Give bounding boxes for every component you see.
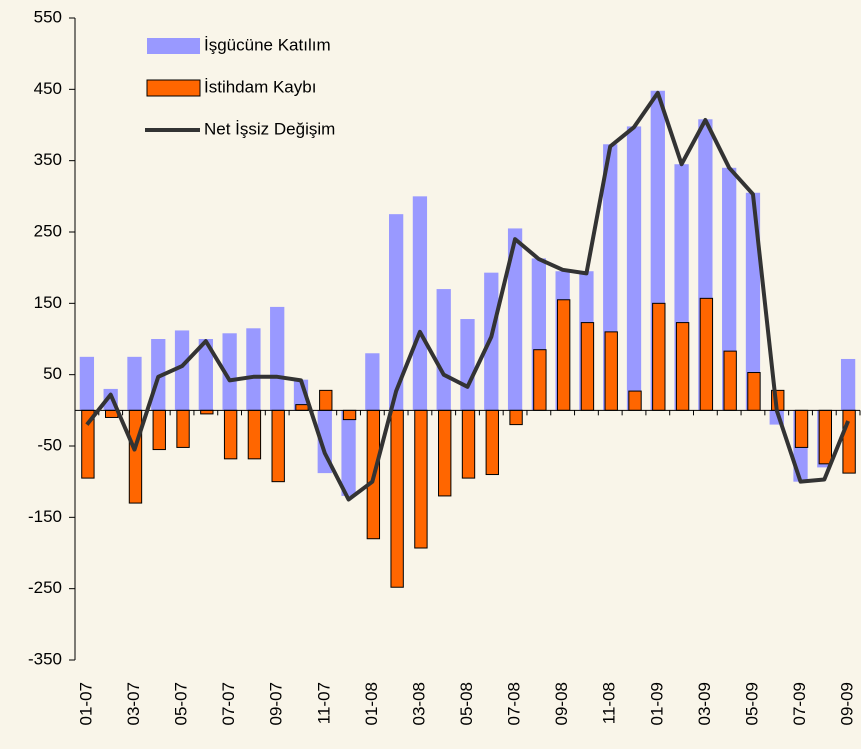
bar	[818, 409, 833, 465]
bar	[389, 214, 404, 411]
bar	[461, 409, 476, 479]
bar	[722, 167, 737, 411]
y-tick-label: -250	[28, 578, 62, 597]
bar	[342, 409, 357, 421]
legend-label: İşgücüne Katılım	[204, 35, 331, 54]
bar	[295, 404, 309, 411]
bar	[699, 297, 714, 411]
x-tick-label: 03-08	[409, 682, 428, 725]
bar	[319, 389, 333, 411]
bar	[152, 409, 166, 451]
x-tick-label: 09-09	[838, 682, 857, 725]
y-tick-label: -350	[28, 649, 62, 668]
bar	[652, 302, 666, 411]
bar	[509, 409, 523, 426]
bar	[246, 328, 261, 411]
y-tick-label: -150	[28, 507, 62, 526]
y-tick-label: 450	[34, 79, 62, 98]
x-tick-label: 09-08	[552, 682, 571, 725]
x-tick-label: 11-07	[314, 682, 333, 724]
x-tick-label: 07-07	[219, 682, 238, 725]
bar	[556, 299, 571, 411]
x-tick-label: 09-07	[267, 682, 286, 725]
x-tick-label: 03-09	[695, 682, 714, 725]
x-tick-label: 05-07	[172, 682, 191, 725]
bar	[436, 289, 451, 411]
bar	[604, 331, 618, 411]
bar	[438, 409, 452, 497]
x-tick-label: 11-08	[600, 682, 619, 724]
bar	[271, 409, 285, 483]
x-tick-label: 05-09	[742, 682, 761, 725]
bar	[723, 350, 737, 411]
x-tick-label: 07-08	[505, 682, 524, 725]
bar	[626, 126, 642, 411]
bar	[414, 409, 428, 549]
bar	[390, 409, 404, 588]
bar	[412, 196, 428, 411]
legend-swatch	[146, 79, 201, 97]
y-tick-label: 250	[34, 221, 62, 240]
bar	[842, 409, 856, 474]
x-tick-label: 01-09	[647, 682, 666, 725]
bar	[176, 409, 190, 448]
line	[85, 90, 850, 502]
x-tick-label: 05-08	[457, 682, 476, 725]
y-tick-label: 50	[43, 364, 62, 383]
y-tick-label: 350	[34, 150, 62, 169]
bar	[247, 409, 262, 460]
x-tick-label: 01-08	[362, 682, 381, 725]
legend-swatch	[147, 38, 200, 54]
x-tick-label: 07-09	[790, 682, 809, 725]
bar	[79, 356, 95, 411]
bar	[794, 409, 809, 448]
bar	[675, 322, 690, 411]
bar	[200, 409, 214, 415]
bar	[747, 372, 761, 411]
bar	[533, 349, 547, 411]
x-tick-label: 01-07	[76, 682, 95, 725]
y-tick-label: -50	[37, 435, 62, 454]
x-tick-label: 03-07	[124, 682, 143, 725]
bar	[365, 353, 380, 411]
bar	[840, 358, 856, 411]
bar	[580, 322, 595, 411]
bar	[460, 319, 475, 411]
bar	[341, 410, 356, 496]
bar	[223, 409, 238, 460]
bar	[507, 228, 523, 411]
y-tick-label: 550	[34, 7, 62, 26]
bar	[127, 356, 142, 411]
legend-label: Net İşsiz Değişim	[204, 119, 335, 138]
legend-label: İstihdam Kaybı	[204, 77, 316, 96]
bar	[174, 330, 190, 411]
bar	[270, 306, 285, 411]
bar	[128, 409, 143, 504]
bar	[745, 192, 761, 411]
bar	[485, 409, 499, 476]
bar	[222, 333, 237, 411]
bar	[198, 339, 213, 411]
y-tick-label: 150	[34, 293, 62, 312]
bar	[628, 390, 642, 411]
